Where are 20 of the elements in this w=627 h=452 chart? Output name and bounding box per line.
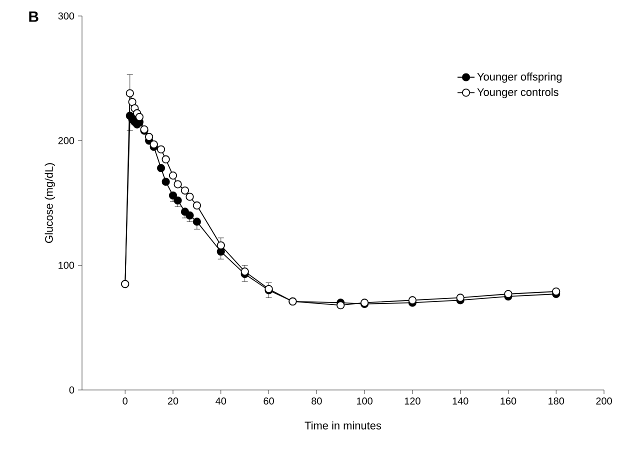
x-tick-label: 20 xyxy=(168,398,178,405)
x-tick-label: 60 xyxy=(264,398,274,405)
y-tick-label: 300 xyxy=(58,12,74,20)
y-axis-title: Glucose (mg/dL) xyxy=(44,163,56,243)
y-tick-label: 200 xyxy=(58,137,74,144)
x-tick-label: 200 xyxy=(596,398,612,405)
text: B xyxy=(29,12,38,22)
x-tick-label: 80 xyxy=(312,398,322,405)
x-tick-label: 180 xyxy=(548,398,564,405)
x-tick-label: 160 xyxy=(500,398,516,405)
y-tick-label: 0 xyxy=(69,386,74,394)
x-tick-label: 120 xyxy=(404,398,420,405)
x-axis-title: Time in minutes xyxy=(304,421,382,430)
y-tick-label: 100 xyxy=(58,262,74,269)
x-tick-label: 100 xyxy=(357,398,372,405)
legend-label: Younger offspring xyxy=(477,72,562,83)
x-tick-label: 140 xyxy=(452,398,468,405)
x-tick-label: 40 xyxy=(216,398,226,405)
legend-label: Younger controls xyxy=(477,88,558,98)
x-tick-label: 0 xyxy=(122,398,128,405)
